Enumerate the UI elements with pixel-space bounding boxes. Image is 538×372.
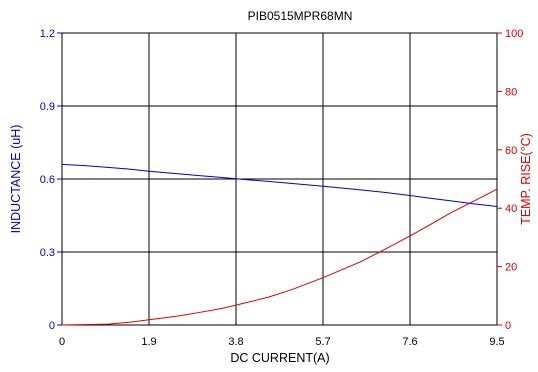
x-tick-label: 0 (59, 336, 65, 348)
y-left-axis-label: INDUCTANCE (uH) (9, 125, 23, 234)
y-left-tick-labels: 0 0.3 0.6 0.9 1.2 (40, 28, 62, 332)
x-axis-label: DC CURRENT(A) (230, 351, 329, 365)
x-tick-label: 5.7 (315, 336, 330, 348)
inductance-line (61, 163, 498, 207)
y-left-tick-label: 0.9 (40, 101, 55, 113)
x-tick-label: 7.6 (402, 336, 417, 348)
x-tick-label: 9.5 (489, 336, 504, 348)
y-right-tick-label: 80 (505, 86, 517, 98)
y-left-tick-label: 0 (49, 320, 55, 332)
y-right-tick-labels: 0 20 40 60 80 100 (497, 28, 523, 332)
x-tick-labels: 0 1.9 3.8 5.7 7.6 9.5 (59, 336, 505, 348)
y-right-tick-label: 20 (505, 262, 517, 274)
y-left-tick-label: 0.6 (40, 174, 55, 186)
temp-rise-line (61, 188, 498, 326)
chart-title: PIB0515MPR68MN (248, 9, 353, 23)
y-right-axis-label: TEMP. RISE(°C) (519, 133, 533, 225)
grid-lines (62, 33, 497, 325)
y-right-tick-label: 40 (505, 203, 517, 215)
x-tick-label: 1.9 (141, 336, 156, 348)
y-left-tick-label: 0.3 (40, 247, 55, 259)
y-left-tick-label: 1.2 (40, 28, 55, 40)
y-right-tick-label: 60 (505, 145, 517, 157)
y-right-tick-label: 100 (505, 28, 523, 40)
x-tick-label: 3.8 (228, 336, 243, 348)
y-right-tick-label: 0 (505, 320, 511, 332)
